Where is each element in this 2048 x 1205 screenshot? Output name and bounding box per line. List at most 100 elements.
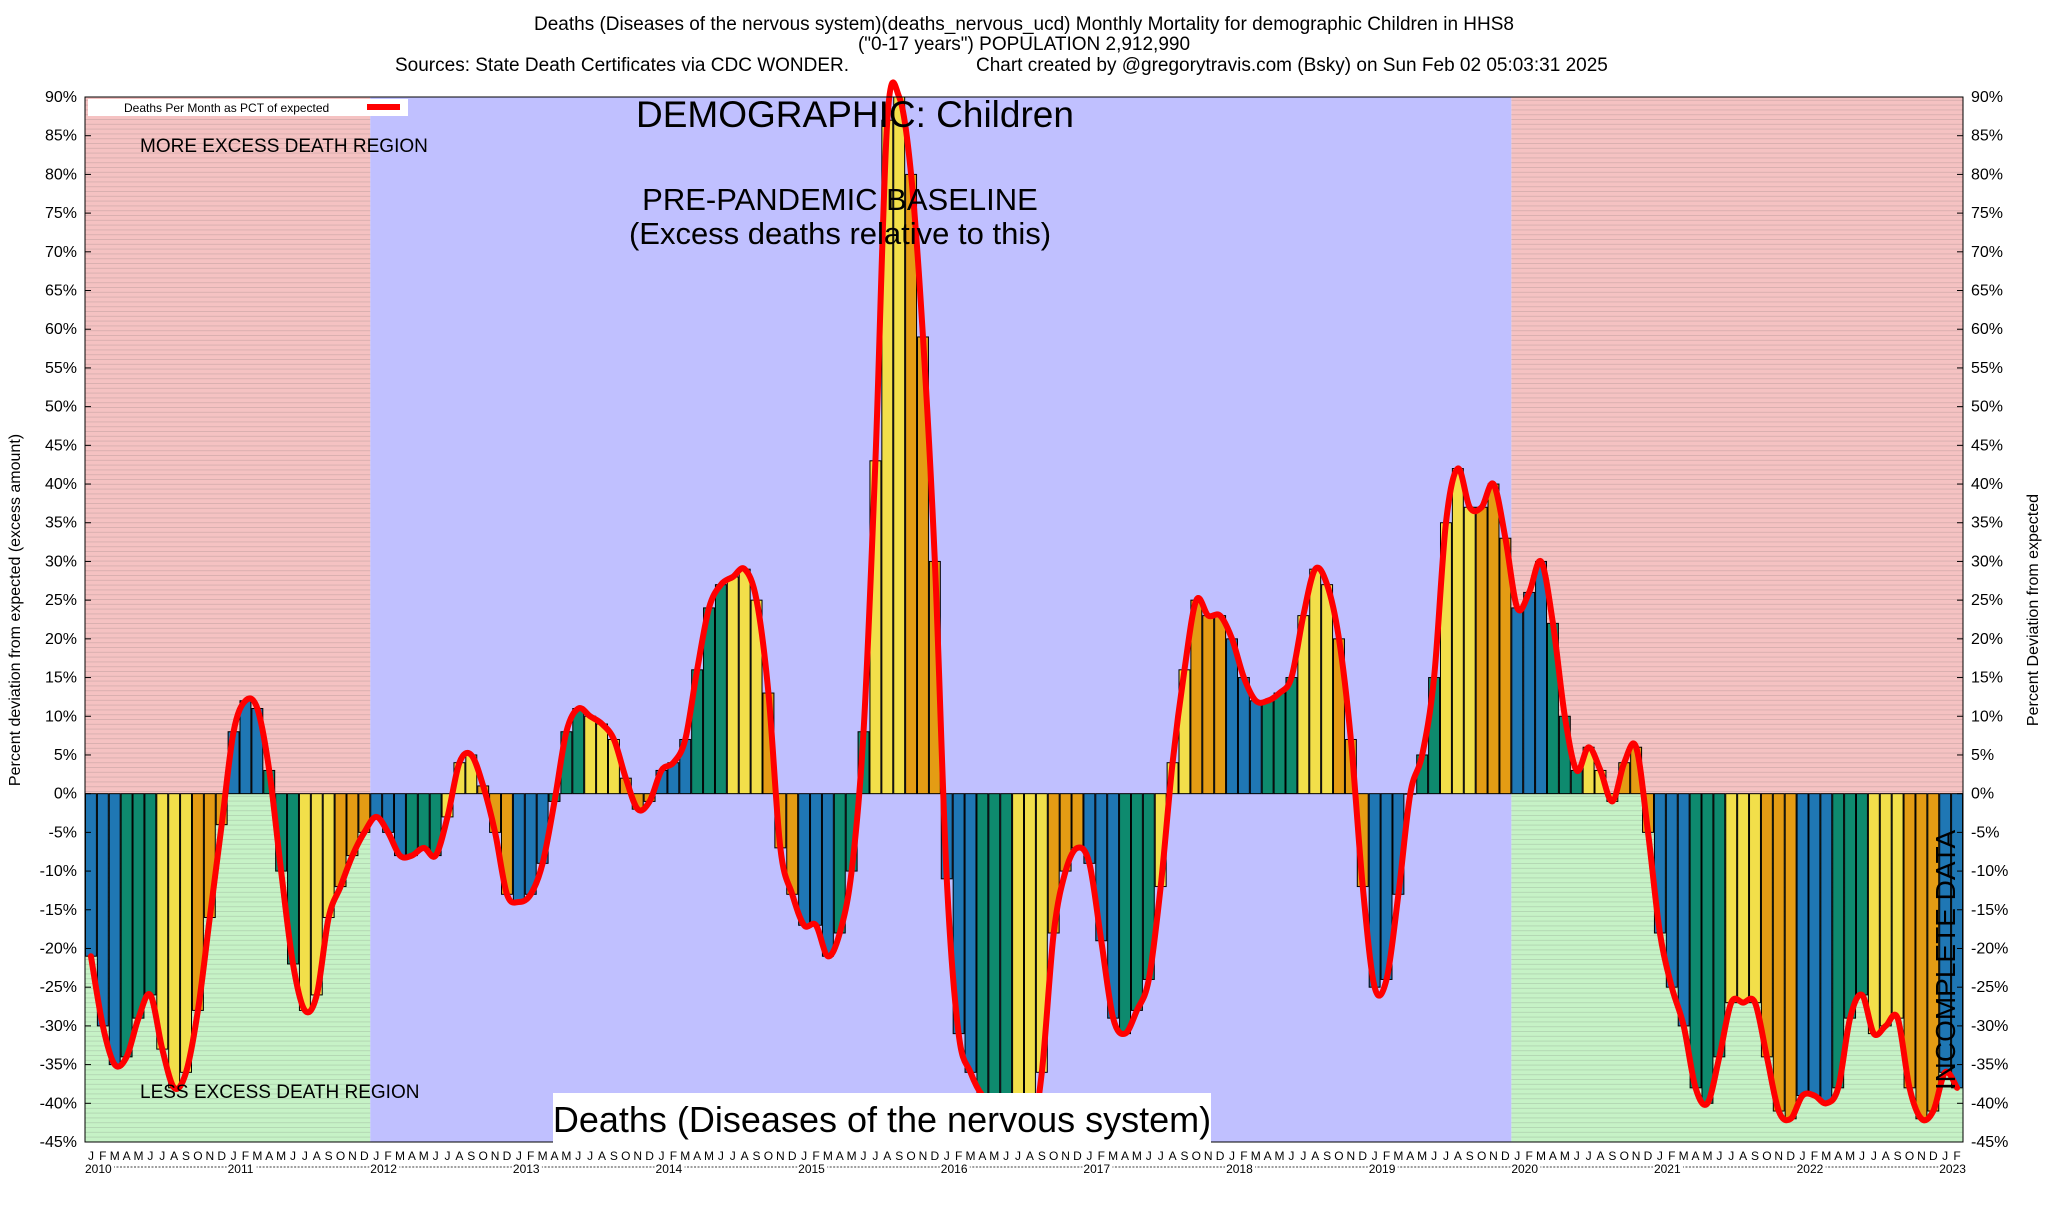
y-tick-label-left: 75% (45, 205, 77, 222)
y-tick-label-left: -20% (40, 940, 77, 957)
year-label-bg (654, 1163, 685, 1175)
month-label: D (1929, 1149, 1938, 1163)
month-label: J (1716, 1149, 1722, 1163)
y-tick-label-right: 5% (1971, 747, 1994, 764)
month-label: S (753, 1149, 761, 1163)
bar (1249, 700, 1262, 795)
year-label: 2018 (1226, 1162, 1253, 1176)
less-excess-region-label: LESS EXCESS DEATH REGION (140, 1082, 419, 1103)
y-tick-label-left: 90% (45, 89, 77, 106)
y-tick-label-left: 15% (45, 670, 77, 687)
y-tick-label-right: -30% (1971, 1018, 2008, 1035)
month-label: N (1204, 1149, 1213, 1163)
month-label: D (217, 1149, 226, 1163)
month-label: N (633, 1149, 642, 1163)
month-label: J (1372, 1149, 1378, 1163)
month-label: A (1264, 1149, 1272, 1163)
month-label: J (1288, 1149, 1294, 1163)
bar (1689, 793, 1702, 1089)
bar (1285, 677, 1298, 795)
year-label-bg (939, 1163, 970, 1175)
y-tick-label-left: -25% (40, 979, 77, 996)
bar (964, 793, 977, 1073)
bar (1475, 506, 1488, 795)
bar (1226, 638, 1238, 795)
year-label: 2017 (1083, 1162, 1110, 1176)
month-label: S (1608, 1149, 1616, 1163)
bar (1261, 700, 1274, 795)
month-label: F (242, 1149, 249, 1163)
month-label: M (1821, 1149, 1831, 1163)
baseline-label: PRE-PANDEMIC BASELINE (642, 182, 1038, 217)
y-tick-label-right: 10% (1971, 708, 2003, 725)
month-label: D (1501, 1149, 1510, 1163)
month-label: A (1739, 1149, 1747, 1163)
month-label: M (847, 1149, 857, 1163)
y-tick-label-left: 55% (45, 360, 77, 377)
bar (1523, 591, 1536, 795)
bar (405, 793, 418, 857)
y-tick-label-left: -15% (40, 902, 77, 919)
month-label: M (1417, 1149, 1427, 1163)
bar (417, 793, 430, 849)
month-label: A (978, 1149, 986, 1163)
year-label: 2013 (513, 1162, 540, 1176)
month-label: S (1466, 1149, 1474, 1163)
year-label-bg (1082, 1163, 1113, 1175)
month-label: A (1882, 1149, 1890, 1163)
month-label: N (205, 1149, 214, 1163)
month-label: S (1180, 1149, 1188, 1163)
month-label: J (944, 1149, 950, 1163)
month-label: J (718, 1149, 724, 1163)
month-label: M (1393, 1149, 1403, 1163)
bar (1202, 615, 1215, 795)
y-tick-label-left: 85% (45, 128, 77, 145)
month-label: F (1525, 1149, 1532, 1163)
y-tick-label-left: -5% (49, 824, 77, 841)
y-tick-label-right: 20% (1971, 631, 2003, 648)
year-label-bg (1510, 1163, 1541, 1175)
month-label: O (1192, 1149, 1201, 1163)
year-label: 2010 (85, 1162, 112, 1176)
month-label: J (872, 1149, 878, 1163)
month-label: N (1774, 1149, 1783, 1163)
month-label: F (1098, 1149, 1105, 1163)
month-label: A (883, 1149, 891, 1163)
bar (1725, 793, 1738, 1004)
bar (1487, 483, 1500, 795)
bottom-title: Deaths (Diseases of the nervous system) (553, 1099, 1211, 1140)
month-label: N (1061, 1149, 1070, 1163)
bar (1309, 568, 1322, 795)
bar (714, 584, 727, 795)
y-tick-label-right: 75% (1971, 205, 2003, 222)
y-tick-label-left: 5% (54, 747, 77, 764)
month-label: J (147, 1149, 153, 1163)
month-label: D (1786, 1149, 1795, 1163)
bar (905, 173, 918, 795)
month-label: J (1086, 1149, 1092, 1163)
y-tick-label-left: 20% (45, 631, 77, 648)
y-tick-label-left: 0% (54, 786, 77, 803)
year-label: 2011 (228, 1162, 254, 1176)
month-label: O (621, 1149, 630, 1163)
bar (1000, 793, 1013, 1104)
month-label: A (741, 1149, 749, 1163)
y-tick-label-left: -45% (40, 1134, 77, 1151)
bar (298, 793, 311, 1011)
month-label: F (1811, 1149, 1818, 1163)
year-label: 2016 (941, 1162, 968, 1176)
y-tick-label-right: 90% (1971, 89, 2003, 106)
month-label: M (680, 1149, 690, 1163)
month-label: J (1859, 1149, 1865, 1163)
bar (1737, 793, 1750, 1004)
bar (584, 715, 597, 795)
month-label: J (801, 1149, 807, 1163)
bar (168, 793, 181, 1089)
month-label: M (1108, 1149, 1118, 1163)
year-label-bg (1795, 1163, 1826, 1175)
bar (370, 793, 383, 818)
bar (1808, 793, 1821, 1097)
y-tick-label-right: 85% (1971, 128, 2003, 145)
month-label: N (776, 1149, 785, 1163)
year-label-bg (1367, 1163, 1398, 1175)
